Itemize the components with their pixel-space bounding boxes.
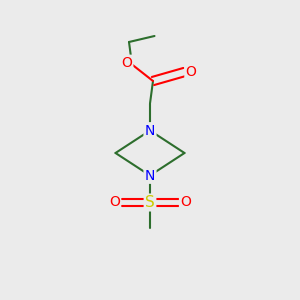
Text: N: N [145,124,155,137]
Text: O: O [109,196,120,209]
Text: N: N [145,169,155,182]
Text: O: O [121,56,132,70]
Text: O: O [180,196,191,209]
Text: O: O [186,65,196,79]
Text: S: S [145,195,155,210]
